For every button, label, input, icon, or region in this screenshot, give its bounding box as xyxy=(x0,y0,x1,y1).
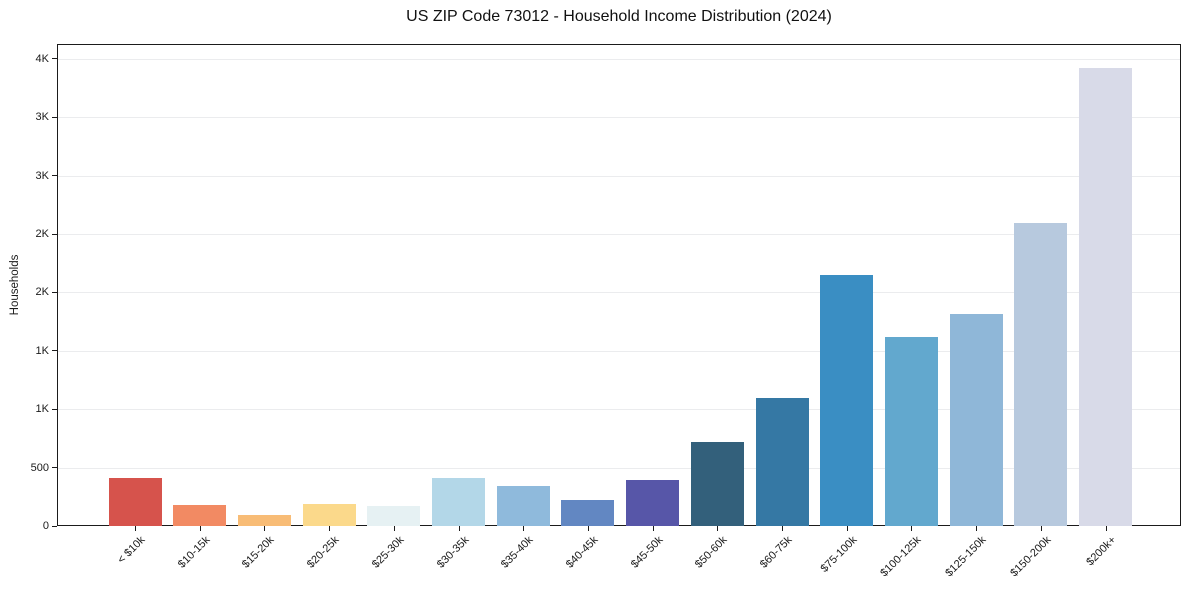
y-tick-label: 2K xyxy=(35,286,49,299)
x-tick-mark xyxy=(782,526,783,531)
x-tick-mark xyxy=(911,526,913,531)
x-tick-mark xyxy=(458,526,460,531)
gridline xyxy=(58,175,1180,177)
bar-$150-200k xyxy=(1014,223,1068,526)
bar-$45-50k xyxy=(626,479,680,526)
y-tick-mark xyxy=(52,467,57,469)
x-tick-mark xyxy=(1040,526,1042,531)
x-tick-mark xyxy=(1105,526,1107,531)
bar-$200k+ xyxy=(1079,67,1132,526)
gridline xyxy=(58,409,1180,411)
bar-$25-30k xyxy=(367,506,421,526)
y-tick-label: 1K xyxy=(35,344,49,357)
y-tick-label: 0 xyxy=(42,520,49,532)
bar-$40-45k xyxy=(561,500,615,526)
bar-$60-75k xyxy=(755,397,809,526)
bar-$75-100k xyxy=(820,274,874,526)
bar-$30-35k xyxy=(432,477,485,526)
y-tick-mark xyxy=(52,525,57,527)
gridline xyxy=(58,117,1180,119)
x-tick-mark xyxy=(846,526,848,531)
gridline xyxy=(58,467,1180,469)
x-tick-mark xyxy=(523,526,525,531)
y-tick-label: 3K xyxy=(35,111,49,124)
y-tick-mark xyxy=(52,175,57,177)
y-tick-mark xyxy=(52,116,57,118)
bar-$50-60k xyxy=(690,442,744,526)
x-tick-label: < $10k xyxy=(115,534,148,567)
x-tick-mark xyxy=(717,526,719,531)
chart-title: US ZIP Code 73012 - Household Income Dis… xyxy=(406,8,832,25)
y-tick-label: 1K xyxy=(35,403,49,416)
gridline xyxy=(58,350,1180,352)
gridline xyxy=(58,292,1180,294)
y-tick-mark xyxy=(52,233,57,235)
bar-$100-125k xyxy=(884,337,938,526)
bar-< $10k xyxy=(108,477,162,526)
y-tick-label: 3K xyxy=(35,169,49,182)
gridline xyxy=(58,58,1180,60)
bar-$10-15k xyxy=(173,504,227,526)
x-tick-mark xyxy=(329,526,331,531)
y-tick-mark xyxy=(52,291,57,293)
bar-$35-40k xyxy=(496,485,550,526)
bar-$20-25k xyxy=(302,503,356,526)
x-tick-mark xyxy=(652,526,654,531)
x-tick-mark xyxy=(976,526,978,531)
y-tick-mark xyxy=(52,58,57,60)
bar-$15-20k xyxy=(237,515,291,526)
plot-area xyxy=(57,44,1181,526)
y-tick-mark xyxy=(52,408,57,410)
gridline xyxy=(58,234,1180,236)
x-tick-mark xyxy=(199,526,201,531)
x-tick-mark xyxy=(587,526,589,531)
x-tick-mark xyxy=(264,526,266,531)
x-tick-mark xyxy=(135,526,136,531)
y-tick-label: 500 xyxy=(30,461,49,474)
x-tick-mark xyxy=(393,526,395,531)
bar-$125-150k xyxy=(949,314,1003,526)
y-tick-label: 4K xyxy=(35,52,49,65)
y-tick-label: 2K xyxy=(35,228,49,241)
y-tick-mark xyxy=(52,350,57,352)
